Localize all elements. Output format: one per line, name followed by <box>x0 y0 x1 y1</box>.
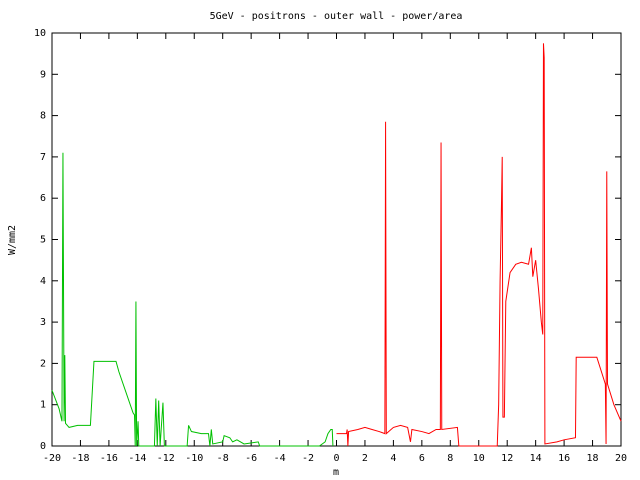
y-tick-label: 10 <box>34 28 46 39</box>
data-line <box>51 152 334 447</box>
y-tick-label: 5 <box>40 235 46 246</box>
data-line <box>336 43 622 447</box>
chart-title: 5GeV - positrons - outer wall - power/ar… <box>210 11 463 22</box>
y-tick-label: 0 <box>40 441 46 452</box>
x-tick-label: 20 <box>615 453 627 464</box>
x-tick-label: -10 <box>185 453 203 464</box>
y-tick-label: 1 <box>40 400 46 411</box>
y-tick-label: 6 <box>40 193 46 204</box>
x-tick-label: -4 <box>274 453 286 464</box>
x-tick-label: -6 <box>245 453 257 464</box>
x-tick-label: -14 <box>128 453 146 464</box>
x-tick-label: 0 <box>333 453 339 464</box>
y-tick-label: 8 <box>40 111 46 122</box>
x-tick-label: -18 <box>71 453 89 464</box>
y-tick-label: 2 <box>40 358 46 369</box>
x-tick-label: -16 <box>100 453 118 464</box>
x-tick-label: 10 <box>473 453 485 464</box>
x-tick-label: 2 <box>362 453 368 464</box>
x-tick-label: -8 <box>217 453 229 464</box>
y-tick-label: 3 <box>40 317 46 328</box>
x-tick-label: -12 <box>157 453 175 464</box>
y-tick-label: 9 <box>40 69 46 80</box>
x-tick-label: 18 <box>587 453 599 464</box>
y-tick-label: 7 <box>40 152 46 163</box>
x-tick-label: 4 <box>390 453 396 464</box>
x-tick-label: 16 <box>558 453 570 464</box>
x-tick-label: 14 <box>530 453 542 464</box>
x-axis-label: m <box>333 467 339 478</box>
x-tick-label: -2 <box>302 453 314 464</box>
x-tick-label: -20 <box>43 453 61 464</box>
x-tick-label: 6 <box>419 453 425 464</box>
x-tick-label: 12 <box>501 453 513 464</box>
x-tick-label: 8 <box>447 453 453 464</box>
y-axis-label: W/mm2 <box>7 225 18 255</box>
y-tick-label: 4 <box>40 276 46 287</box>
